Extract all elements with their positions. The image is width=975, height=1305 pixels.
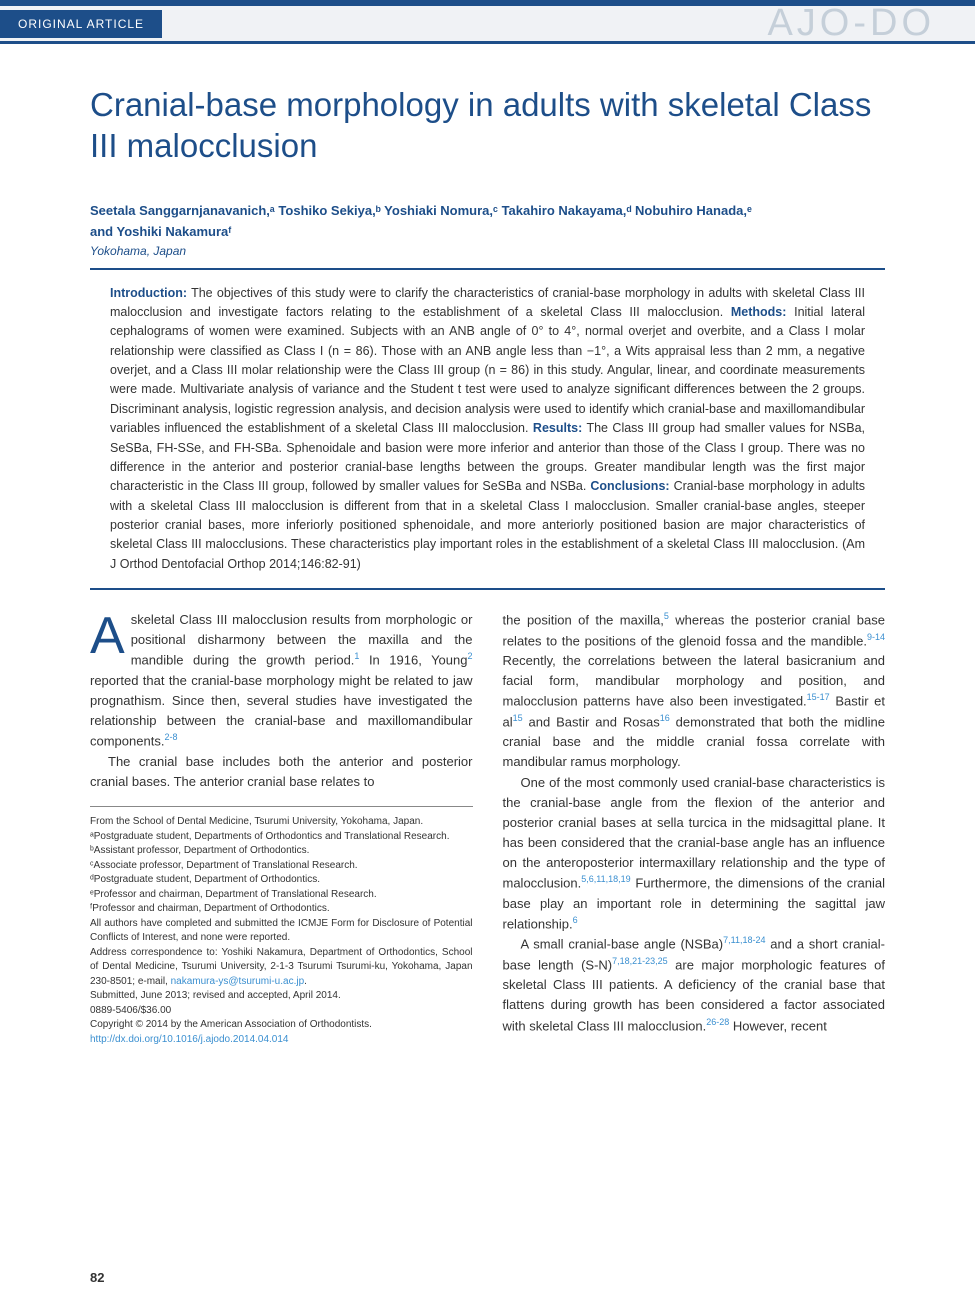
- authors-line-1: Seetala Sanggarnjanavanich,ᵃ Toshiko Sek…: [90, 201, 885, 221]
- page-number: 82: [90, 1270, 104, 1285]
- abstract-text: Introduction: The objectives of this stu…: [110, 284, 865, 575]
- body-p1-mid: In 1916, Young: [359, 653, 467, 668]
- body-r1-tail3: and Bastir and Rosas: [523, 714, 660, 729]
- drop-cap: A: [90, 610, 131, 658]
- footnote-line: ᶜAssociate professor, Department of Tran…: [90, 859, 473, 874]
- body-para-r2: One of the most commonly used cranial-ba…: [503, 773, 886, 935]
- authors-line-2: and Yoshiki Nakamuraᶠ: [90, 222, 885, 242]
- body-para-r1: the position of the maxilla,5 whereas th…: [503, 610, 886, 772]
- footnote-correspondence: Address correspondence to: Yoshiki Nakam…: [90, 946, 473, 990]
- body-para-2: The cranial base includes both the anter…: [90, 752, 473, 792]
- abstract-methods-label: Methods:: [731, 305, 787, 319]
- body-r3-tail2: However, recent: [729, 1018, 827, 1033]
- footnotes: From the School of Dental Medicine, Tsur…: [90, 806, 473, 1047]
- body-r1-text: the position of the maxilla,: [503, 612, 664, 627]
- ref-link[interactable]: 26-28: [706, 1017, 729, 1027]
- ref-link[interactable]: 15: [513, 713, 523, 723]
- ref-link[interactable]: 2-8: [164, 732, 177, 742]
- abstract-intro-label: Introduction:: [110, 286, 187, 300]
- article-category-badge: ORIGINAL ARTICLE: [0, 10, 162, 38]
- body-para-1: Askeletal Class III malocclusion results…: [90, 610, 473, 752]
- body-r3-text: A small cranial-base angle (NSBa): [521, 937, 724, 952]
- footnote-line: From the School of Dental Medicine, Tsur…: [90, 815, 473, 830]
- abstract-box: Introduction: The objectives of this stu…: [90, 268, 885, 591]
- body-p1-tail: reported that the cranial-base morpholog…: [90, 673, 473, 749]
- footnote-line: Copyright © 2014 by the American Associa…: [90, 1018, 473, 1033]
- abstract-methods-text: Initial lateral cephalograms of women we…: [110, 305, 865, 435]
- affiliation-city: Yokohama, Japan: [90, 244, 885, 258]
- ref-link[interactable]: 9-14: [867, 632, 885, 642]
- body-para-r3: A small cranial-base angle (NSBa)7,11,18…: [503, 934, 886, 1036]
- footnote-line: ᶠProfessor and chairman, Department of O…: [90, 902, 473, 917]
- footnote-corr-tail: .: [304, 976, 307, 987]
- body-columns: Askeletal Class III malocclusion results…: [90, 610, 885, 1047]
- doi-link[interactable]: http://dx.doi.org/10.1016/j.ajodo.2014.0…: [90, 1033, 473, 1048]
- footnote-line: Submitted, June 2013; revised and accept…: [90, 989, 473, 1004]
- footnote-line: All authors have completed and submitted…: [90, 917, 473, 946]
- column-right: the position of the maxilla,5 whereas th…: [503, 610, 886, 1047]
- column-left: Askeletal Class III malocclusion results…: [90, 610, 473, 1047]
- ref-link[interactable]: 15-17: [807, 692, 830, 702]
- footnote-line: ᵉProfessor and chairman, Department of T…: [90, 888, 473, 903]
- abstract-results-label: Results:: [533, 421, 582, 435]
- body-r2-text: One of the most commonly used cranial-ba…: [503, 775, 886, 891]
- footnote-line: ᵈPostgraduate student, Department of Ort…: [90, 873, 473, 888]
- ref-link[interactable]: 7,11,18-24: [723, 935, 765, 945]
- abstract-conclusions-label: Conclusions:: [590, 479, 669, 493]
- correspondence-email-link[interactable]: nakamura-ys@tsurumi-u.ac.jp: [171, 976, 305, 987]
- header-bar: ORIGINAL ARTICLE AJO-DO: [0, 0, 975, 44]
- journal-brand: AJO-DO: [767, 2, 935, 45]
- footnote-line: ᵃPostgraduate student, Departments of Or…: [90, 830, 473, 845]
- footnote-line: 0889-5406/$36.00: [90, 1004, 473, 1019]
- article-title: Cranial-base morphology in adults with s…: [90, 84, 885, 167]
- ref-link[interactable]: 2: [467, 651, 472, 661]
- ref-link[interactable]: 16: [660, 713, 670, 723]
- ref-link[interactable]: 6: [573, 915, 578, 925]
- footnote-line: ᵇAssistant professor, Department of Orth…: [90, 844, 473, 859]
- ref-link[interactable]: 7,18,21-23,25: [612, 956, 668, 966]
- ref-link[interactable]: 5,6,11,18,19: [581, 874, 630, 884]
